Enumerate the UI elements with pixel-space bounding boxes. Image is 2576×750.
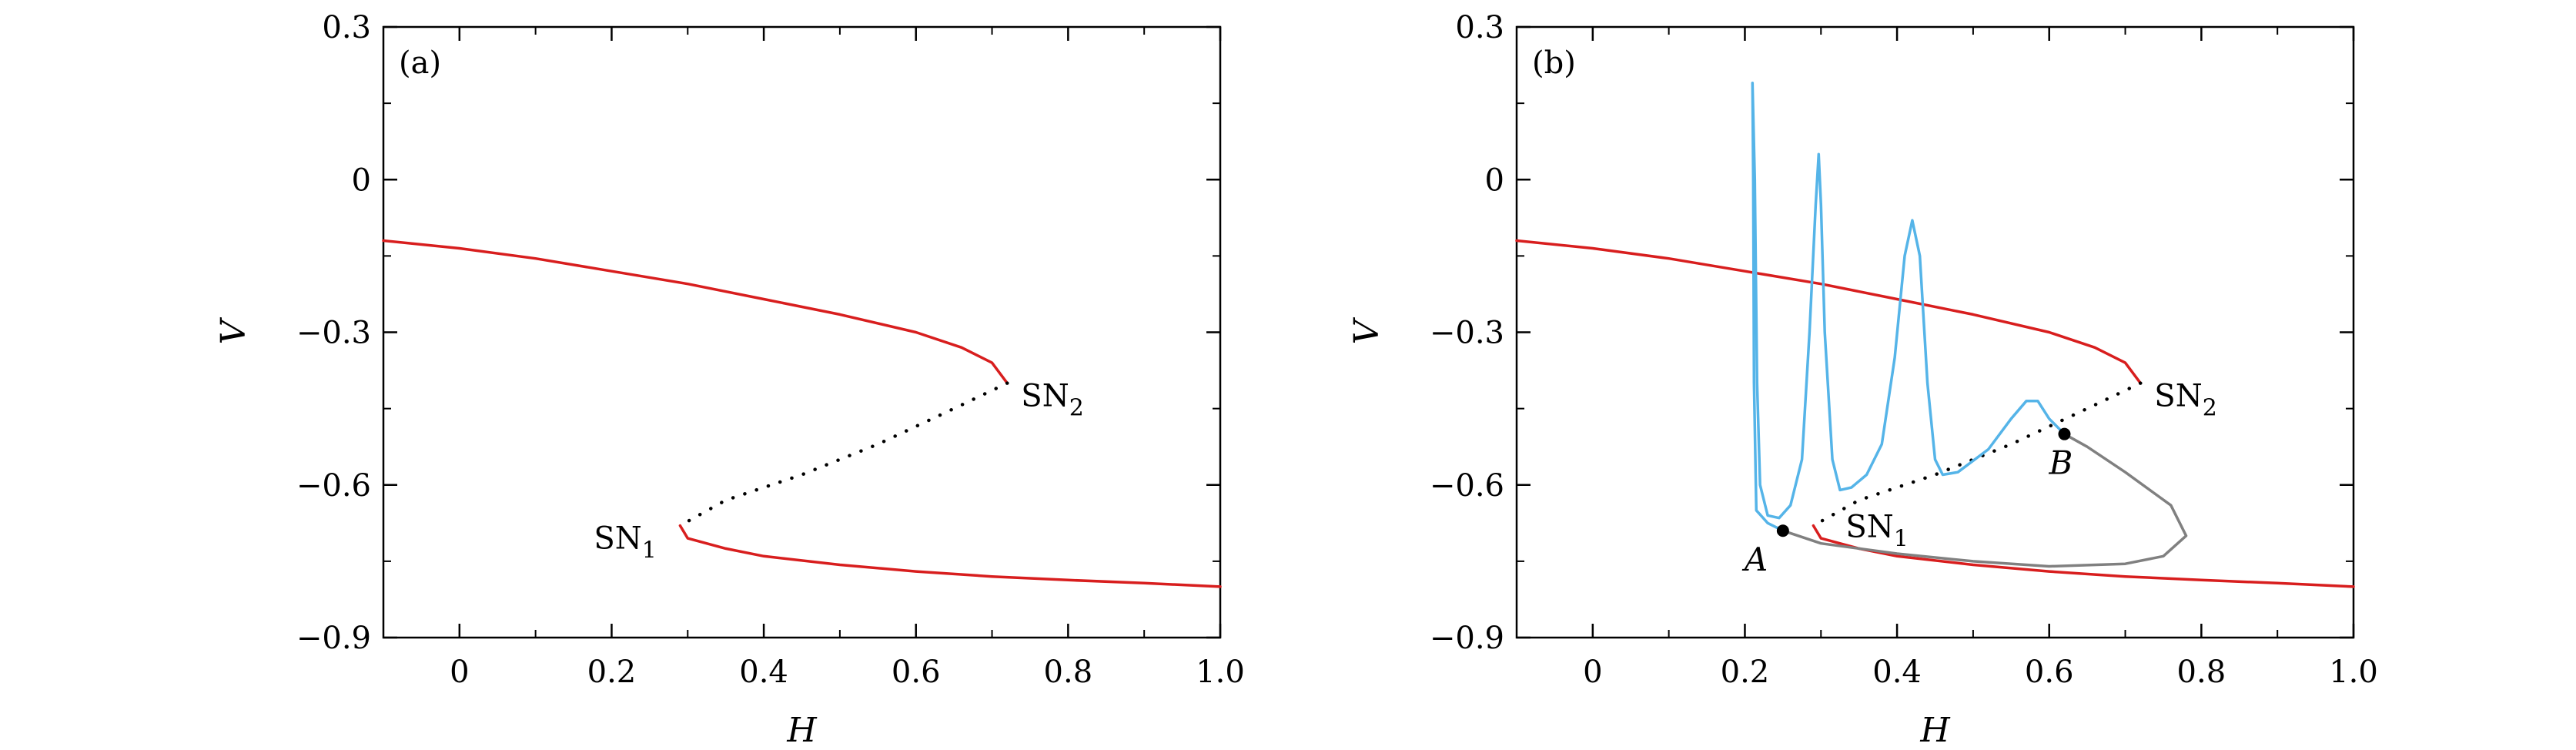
x-tick-label: 0.6: [892, 655, 941, 690]
point-label-A: A: [1741, 541, 1768, 578]
y-axis-title: V: [1347, 316, 1387, 344]
plot-frame: [1515, 25, 2355, 639]
y-tick-label: 0: [1485, 162, 1504, 198]
y-tick-label: −0.3: [296, 316, 371, 351]
point-marker-B: [2058, 427, 2071, 440]
point-label-B: B: [2048, 444, 2073, 482]
x-tick-label: 1.0: [2329, 655, 2378, 690]
series-line-3: [1781, 432, 2188, 568]
y-tick-label: −0.9: [296, 621, 371, 656]
y-tick-label: −0.3: [1430, 316, 1504, 351]
annotation-sn1: SN1: [1845, 510, 1909, 553]
series-line-1: [678, 381, 1009, 527]
x-tick-label: 1.0: [1196, 655, 1245, 690]
series-line-1: [1812, 381, 2143, 527]
panel-label: (a): [399, 45, 441, 81]
annotation-text: SN: [1021, 379, 1069, 414]
x-tick-label: 0.2: [587, 655, 637, 690]
x-tick-label: 0.6: [2025, 655, 2074, 690]
x-tick-label: 0.4: [739, 655, 788, 690]
annotation-text: SN: [2154, 379, 2202, 414]
x-axis-title: H: [1919, 711, 1951, 750]
series-line-0: [382, 239, 1009, 385]
annotation-subscript: 2: [1069, 395, 1084, 422]
y-tick-label: 0: [352, 162, 371, 198]
x-tick-label: 0.2: [1721, 655, 1770, 690]
y-tick-label: −0.6: [1430, 468, 1504, 504]
annotation-sn2: SN2: [2154, 379, 2217, 422]
y-tick-label: 0.3: [1455, 10, 1504, 45]
annotation-subscript: 1: [642, 537, 657, 564]
y-axis-title: V: [214, 316, 253, 344]
chart-panel-a: 0 0.2 0.4 0.6 0.8 1.00.30−0.3−0.6−0.9HV(a)SN2…: [214, 10, 1245, 750]
annotation-sn2: SN2: [1021, 379, 1084, 422]
annotation-subscript: 2: [2203, 395, 2217, 422]
point-marker-A: [1776, 524, 1789, 537]
x-tick-label: 0: [1583, 655, 1602, 690]
annotation-text: SN: [594, 521, 641, 557]
x-axis-title: H: [786, 711, 818, 750]
annotation-sn1: SN1: [594, 521, 657, 564]
y-tick-label: −0.9: [1430, 621, 1504, 656]
x-tick-label: 0.8: [1044, 655, 1093, 690]
series-line-2: [678, 524, 1222, 588]
series-line-2: [1812, 524, 2355, 588]
plot-frame: [382, 25, 1222, 639]
panel-label: (b): [1532, 45, 1576, 81]
x-tick-label: 0.8: [2177, 655, 2226, 690]
y-tick-label: 0.3: [322, 10, 371, 45]
x-tick-label: 0: [450, 655, 469, 690]
y-tick-label: −0.6: [296, 468, 371, 504]
annotation-text: SN: [1845, 510, 1893, 545]
chart-panel-b: 0 0.2 0.4 0.6 0.8 1.0 0.3 0 −0.3 −0.6 −0.9 H V (b) A B S…: [1347, 10, 2378, 750]
series-line-4: [1751, 81, 2066, 532]
series-line-0: [1515, 239, 2143, 385]
annotation-subscript: 1: [1894, 526, 1909, 553]
x-tick-label: 0.4: [1872, 655, 1922, 690]
